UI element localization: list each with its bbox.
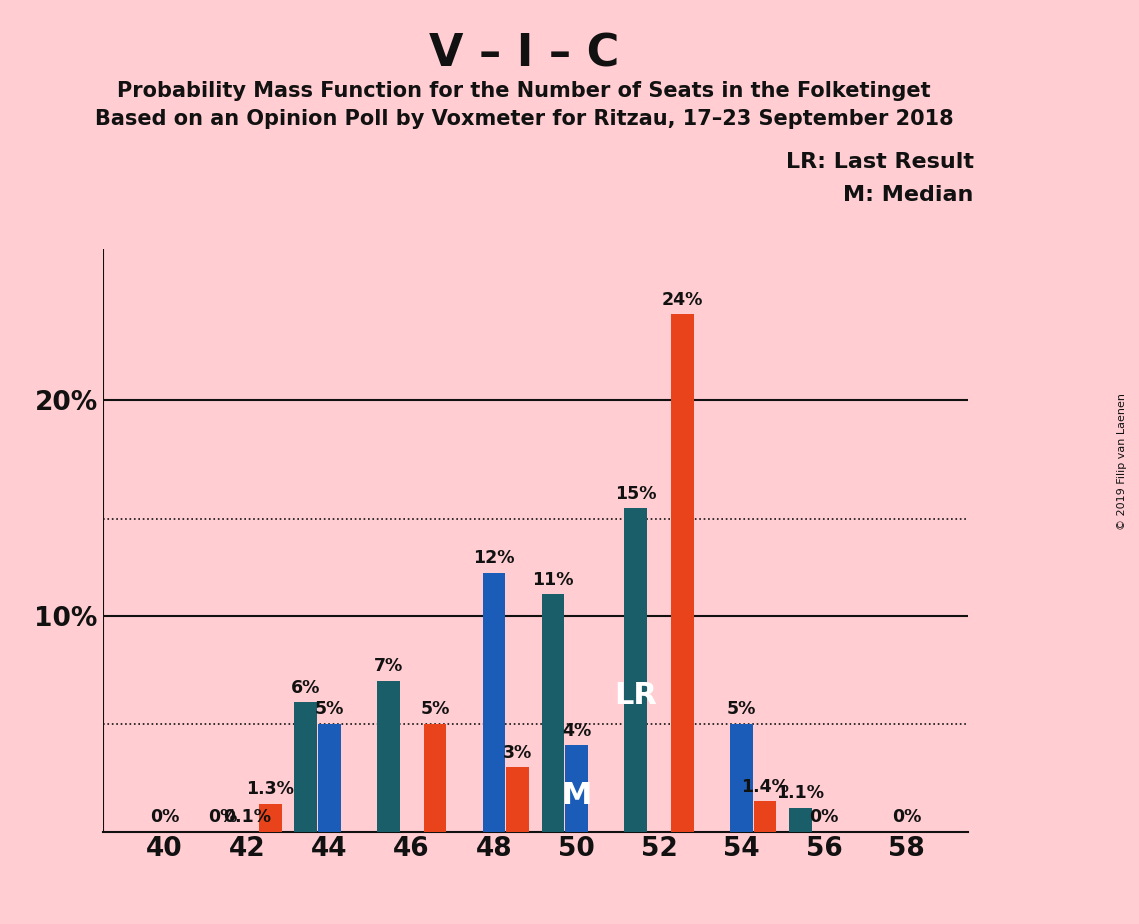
Text: 15%: 15% — [615, 485, 656, 503]
Bar — [754, 801, 777, 832]
Text: 0%: 0% — [208, 808, 238, 826]
Text: 3%: 3% — [503, 744, 532, 761]
Text: 1.4%: 1.4% — [741, 778, 789, 796]
Bar — [259, 804, 281, 832]
Text: 1.1%: 1.1% — [777, 784, 825, 802]
Text: M: Median: M: Median — [844, 185, 974, 205]
Bar — [730, 723, 753, 832]
Text: 24%: 24% — [662, 291, 703, 309]
Bar — [506, 767, 528, 832]
Bar — [424, 723, 446, 832]
Bar — [294, 702, 317, 832]
Text: 5%: 5% — [420, 700, 450, 719]
Text: 4%: 4% — [562, 722, 591, 740]
Text: 11%: 11% — [532, 571, 574, 590]
Bar — [789, 808, 812, 832]
Text: 5%: 5% — [314, 700, 344, 719]
Text: Based on an Opinion Poll by Voxmeter for Ritzau, 17–23 September 2018: Based on an Opinion Poll by Voxmeter for… — [95, 109, 953, 129]
Text: 1.3%: 1.3% — [246, 780, 294, 798]
Text: 0%: 0% — [149, 808, 179, 826]
Text: 12%: 12% — [474, 550, 515, 567]
Text: 6%: 6% — [292, 679, 320, 697]
Bar — [671, 314, 694, 832]
Bar — [377, 681, 400, 832]
Text: Probability Mass Function for the Number of Seats in the Folketinget: Probability Mass Function for the Number… — [117, 81, 931, 102]
Text: M: M — [562, 781, 592, 809]
Text: LR: LR — [614, 681, 657, 711]
Text: V – I – C: V – I – C — [428, 32, 620, 76]
Bar — [565, 746, 588, 832]
Bar — [624, 508, 647, 832]
Bar — [318, 723, 341, 832]
Text: LR: Last Result: LR: Last Result — [786, 152, 974, 173]
Text: 5%: 5% — [727, 700, 756, 719]
Text: 0%: 0% — [809, 808, 838, 826]
Bar — [483, 573, 506, 832]
Text: © 2019 Filip van Laenen: © 2019 Filip van Laenen — [1117, 394, 1126, 530]
Text: 7%: 7% — [374, 657, 403, 675]
Text: 0%: 0% — [892, 808, 921, 826]
Text: 0.1%: 0.1% — [223, 808, 271, 826]
Bar — [542, 594, 565, 832]
